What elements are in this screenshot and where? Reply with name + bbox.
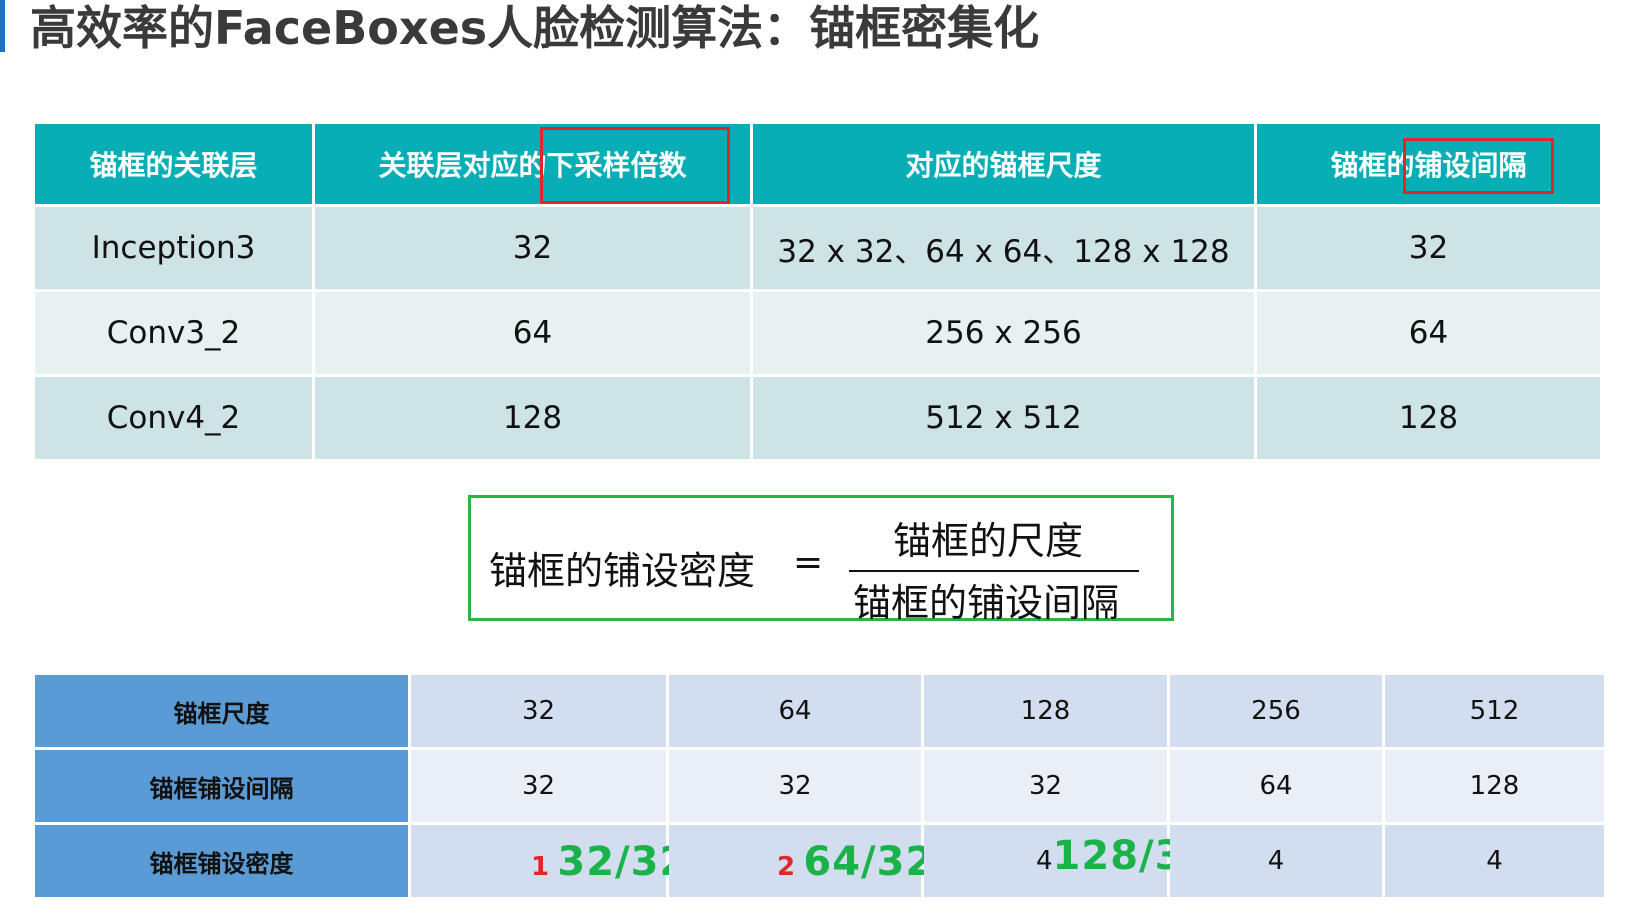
header-cell: 对应的锚框尺度 [750, 121, 1257, 207]
table-cell: 32 x 32、64 x 64、128 x 128 [750, 204, 1257, 292]
density-value: 2 [777, 852, 796, 882]
table-cell: 512 [1382, 672, 1607, 750]
header-text: 关联层对应的下采样倍数 [378, 149, 687, 182]
header-text: 锚框的铺设间隔 [1330, 149, 1527, 182]
table-cell: 64 [666, 672, 924, 750]
table-cell: 128 [1382, 747, 1607, 825]
table-cell: Inception3 [32, 204, 315, 292]
formula-lhs: 锚框的铺设密度 [489, 549, 756, 593]
density-value: 1 [531, 852, 550, 882]
anchor-density-table: 锚框尺度 32 64 128 256 512 锚框铺设间隔 32 32 32 6… [32, 672, 1607, 900]
row-label: 锚框铺设密度 [32, 822, 411, 900]
table-header-row: 锚框的关联层 关联层对应的下采样倍数 对应的锚框尺度 锚框的铺设间隔 [32, 121, 1603, 207]
table-cell: 32 [408, 747, 669, 825]
table-cell: 128 [921, 672, 1170, 750]
table-cell: 32 [312, 204, 753, 292]
table-row: Inception3 32 32 x 32、64 x 64、128 x 128 … [32, 204, 1603, 292]
table-cell: 512 x 512 [750, 374, 1257, 462]
table-cell-annotated: 1 32/32 [408, 822, 687, 900]
formula-equals: = [793, 542, 824, 583]
table-row: Conv3_2 64 256 x 256 64 [32, 289, 1603, 377]
table-cell: 64 [1254, 289, 1603, 377]
table-cell: 256 x 256 [750, 289, 1257, 377]
table-row: 锚框尺度 32 64 128 256 512 [32, 672, 1607, 750]
table-cell: 32 [921, 747, 1170, 825]
page-title: 高效率的FaceBoxes人脸检测算法：锚框密集化 [30, 1, 1040, 55]
handwritten-annotation: 32/32 [557, 839, 689, 885]
table-cell-annotated: 2 64/32 [666, 822, 933, 900]
formula-numerator: 锚框的尺度 [892, 519, 1083, 563]
table-cell: 4 [1382, 822, 1607, 900]
table-cell: 256 [1167, 672, 1385, 750]
table-cell: Conv4_2 [32, 374, 315, 462]
header-cell-spacing: 锚框的铺设间隔 [1254, 121, 1603, 207]
header-cell-downsample: 关联层对应的下采样倍数 [312, 121, 753, 207]
formula-denominator: 锚框的铺设间隔 [852, 581, 1119, 625]
density-value: 4 [1036, 846, 1053, 876]
anchor-layer-table: 锚框的关联层 关联层对应的下采样倍数 对应的锚框尺度 锚框的铺设间隔 Incep… [32, 121, 1603, 462]
fraction-bar [849, 570, 1139, 572]
handwritten-annotation: 64/32 [803, 839, 935, 885]
table-cell-annotated: 4128/32 [921, 822, 1211, 900]
table-cell: 128 [312, 374, 753, 462]
table-cell: 4 [1167, 822, 1385, 900]
table-cell: Conv3_2 [32, 289, 315, 377]
table-row: 锚框铺设密度 1 32/32 2 64/32 4128/32 4 4 [32, 822, 1607, 900]
row-label: 锚框铺设间隔 [32, 747, 411, 825]
table-cell: 64 [312, 289, 753, 377]
density-formula-box: 锚框的铺设密度 = 锚框的尺度 锚框的铺设间隔 [468, 495, 1174, 625]
header-cell: 锚框的关联层 [32, 121, 315, 207]
table-cell: 32 [1254, 204, 1603, 292]
table-row: Conv4_2 128 512 x 512 128 [32, 374, 1603, 462]
table-cell: 32 [408, 672, 669, 750]
table-row: 锚框铺设间隔 32 32 32 64 128 [32, 747, 1607, 825]
table-cell: 64 [1167, 747, 1385, 825]
title-accent-bar [0, 0, 5, 52]
table-cell: 128 [1254, 374, 1603, 462]
table-cell: 32 [666, 747, 924, 825]
row-label: 锚框尺度 [32, 672, 411, 750]
